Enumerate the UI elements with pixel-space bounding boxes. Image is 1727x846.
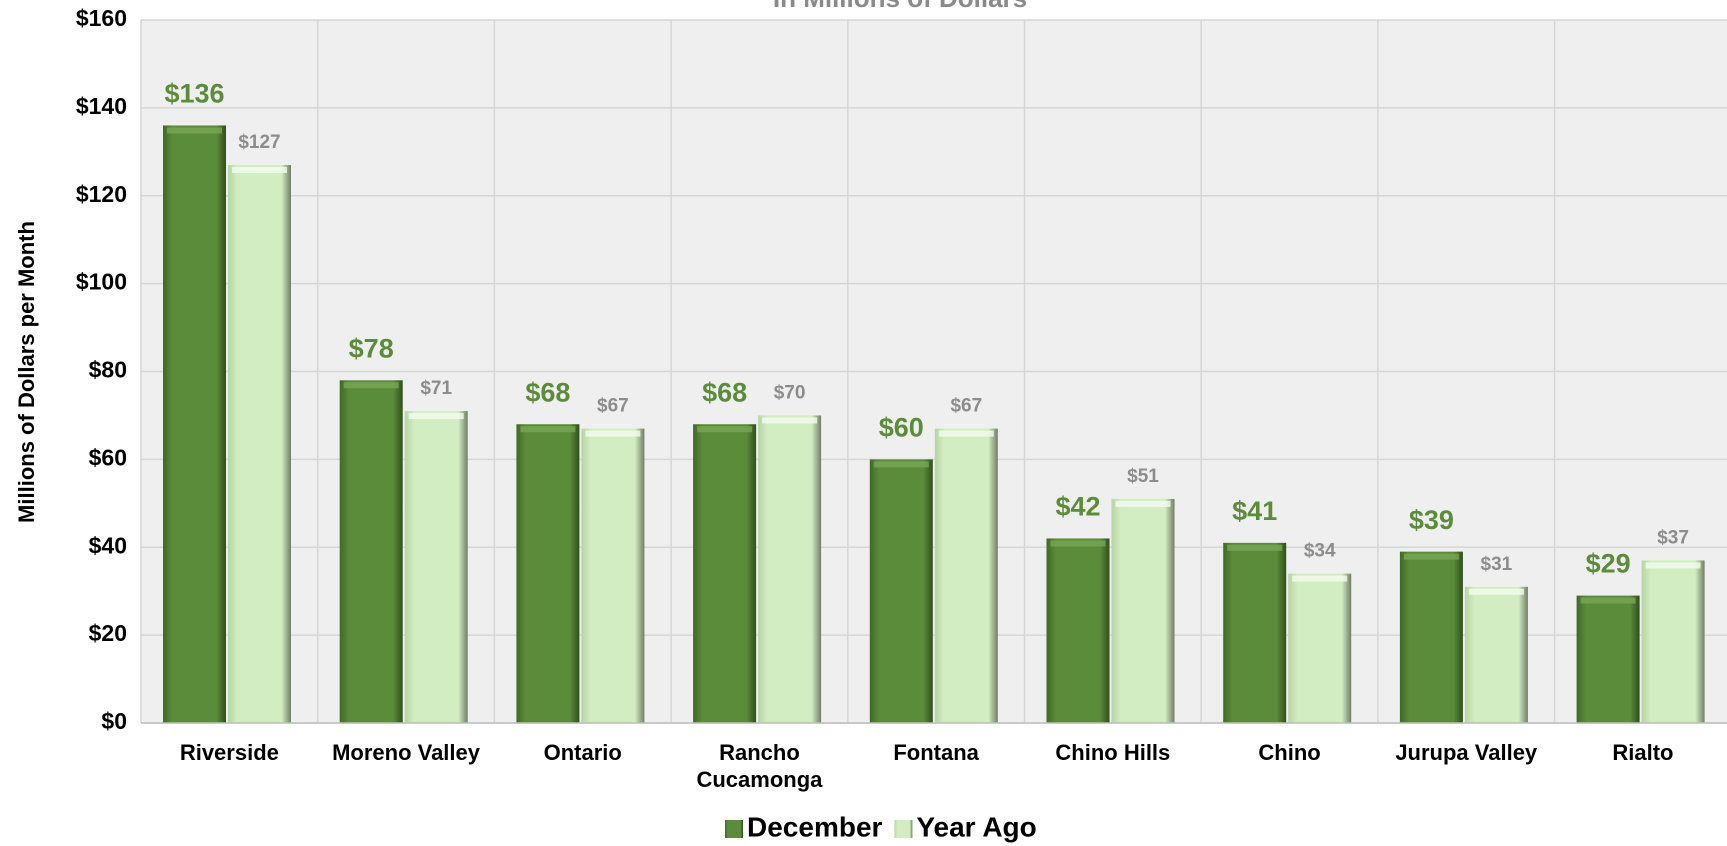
bar: [934, 428, 998, 723]
bar: [163, 125, 226, 723]
x-tick-label: Chino Hills: [1055, 740, 1170, 765]
bar: [869, 459, 933, 723]
x-tick-label: Chino: [1258, 740, 1320, 765]
data-label: $29: [1586, 549, 1631, 579]
bar-bevel: [1580, 597, 1636, 604]
legend-label: Year Ago: [916, 811, 1036, 842]
y-tick-label: $100: [76, 269, 127, 295]
bar: [1576, 595, 1640, 723]
bar-bevel: [1050, 540, 1106, 547]
bar: [1223, 542, 1287, 723]
data-label: $42: [1055, 492, 1100, 522]
bar-bevel: [873, 461, 929, 468]
bar: [1111, 498, 1175, 723]
data-label: $31: [1481, 554, 1513, 575]
bar: [339, 380, 403, 723]
bar-bevel: [762, 417, 818, 424]
data-label: $71: [420, 378, 452, 399]
data-label: $70: [774, 382, 806, 403]
y-tick-label: $60: [89, 444, 127, 470]
legend-label: December: [747, 811, 883, 842]
x-tick-label: Jurupa Valley: [1395, 740, 1538, 765]
data-label: $67: [597, 396, 629, 417]
y-tick-label: $40: [89, 532, 127, 558]
bar: [404, 411, 468, 723]
bar-bevel: [1403, 553, 1459, 560]
chart-subtitle: In Millions of Dollars: [773, 0, 1027, 13]
data-label: $34: [1304, 541, 1336, 562]
bar-bevel: [167, 127, 222, 134]
bar: [516, 424, 580, 723]
y-tick-label: $120: [76, 181, 127, 207]
legend-swatch: [725, 820, 743, 838]
y-tick-label: $80: [89, 357, 127, 383]
bar: [228, 164, 291, 723]
data-label: $78: [349, 333, 394, 363]
bar-bevel: [585, 430, 641, 437]
bar: [693, 424, 757, 723]
x-tick-label: Riverside: [180, 740, 279, 765]
data-label: $39: [1409, 505, 1454, 535]
data-label: $127: [238, 132, 280, 153]
bar-bevel: [1292, 575, 1348, 582]
data-label: $60: [879, 413, 924, 443]
data-label: $37: [1657, 527, 1689, 548]
data-label: $68: [702, 377, 747, 407]
bar-bevel: [343, 382, 399, 389]
bar-bevel: [697, 426, 753, 433]
bar-bevel: [1468, 588, 1524, 595]
bar: [1641, 560, 1705, 723]
y-tick-label: $160: [76, 5, 127, 31]
x-tick-label: Fontana: [893, 740, 979, 765]
bar: [1288, 573, 1352, 723]
bar: [1399, 551, 1463, 723]
x-tick-label: Ontario: [544, 740, 622, 765]
data-label: $41: [1232, 496, 1277, 526]
bar-bevel: [1645, 562, 1701, 569]
bar-bevel: [232, 166, 287, 173]
bar: [581, 428, 645, 723]
bar-bevel: [938, 430, 994, 437]
bar: [1464, 586, 1528, 723]
bar-bevel: [408, 413, 464, 420]
bar: [1046, 538, 1110, 723]
x-tick-label: Rialto: [1612, 740, 1673, 765]
y-tick-label: $20: [89, 620, 127, 646]
legend-swatch: [894, 820, 913, 838]
data-label: $136: [164, 79, 224, 109]
data-label: $67: [950, 396, 982, 417]
x-tick-label: Moreno Valley: [332, 740, 481, 765]
x-tick-label: Rancho Cucamonga: [696, 740, 823, 792]
bar-bevel: [1227, 544, 1283, 551]
y-axis-label: Millions of Dollars per Month: [14, 221, 39, 523]
bar-bevel: [1115, 500, 1171, 507]
data-label: $51: [1127, 466, 1159, 487]
bar-bevel: [520, 426, 576, 433]
y-tick-label: $0: [101, 708, 127, 734]
data-label: $68: [525, 377, 570, 407]
y-tick-label: $140: [76, 93, 127, 119]
bar: [758, 415, 822, 723]
